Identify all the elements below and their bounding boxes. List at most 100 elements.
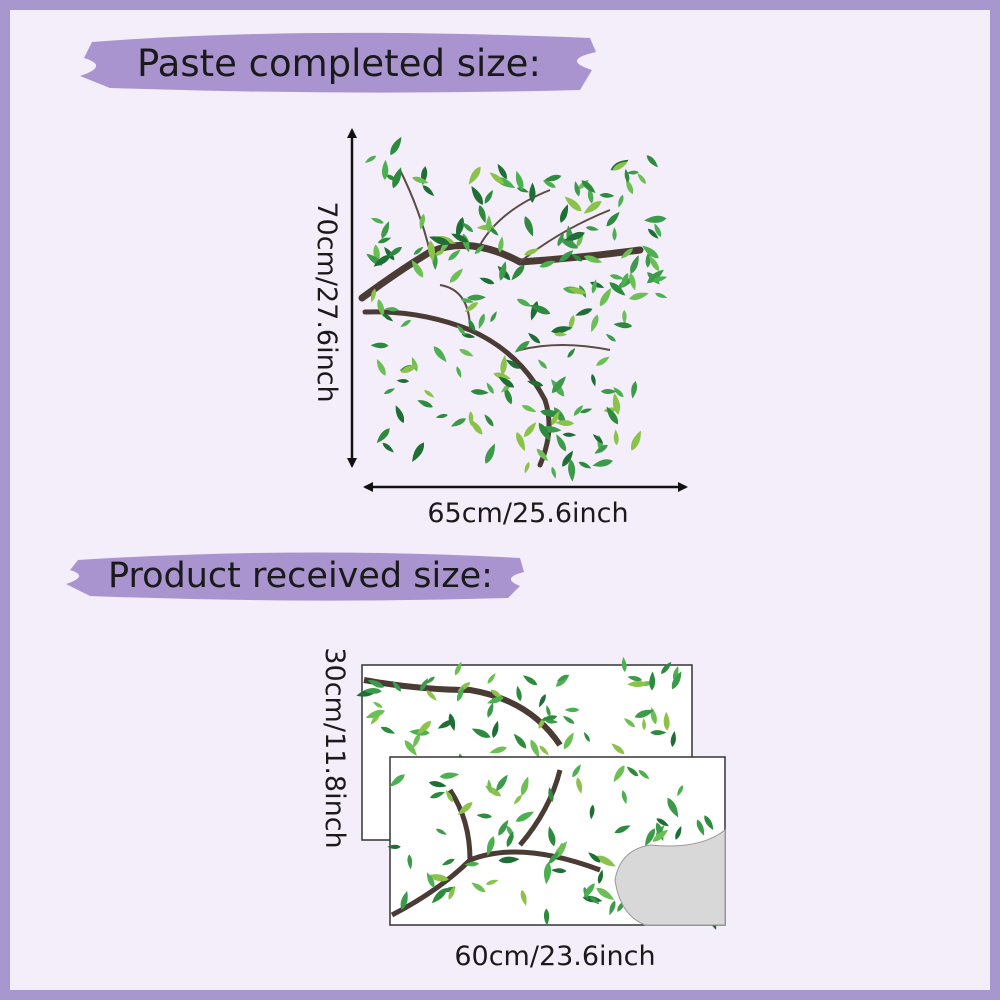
leaf [407,854,413,870]
width-label: 60cm/23.6inch [454,941,655,972]
leaf [647,269,664,284]
leaf [661,661,672,674]
leaf [612,161,628,171]
leaf [389,774,405,787]
leaf [629,272,636,291]
leaf [492,720,499,738]
leaf [516,432,525,452]
leaf [592,434,603,444]
leaf [652,829,669,842]
leaf [609,900,616,916]
leaf [556,674,569,682]
leaf [587,187,594,204]
leaf [562,715,575,724]
leaf [396,379,410,383]
leaf [487,702,494,718]
leaf [476,813,492,819]
leaf [464,861,480,867]
leaf [556,434,567,452]
leaf [571,253,583,262]
leaf [580,408,593,414]
leaf [461,222,474,233]
leaf [546,705,551,717]
leaf [419,213,426,230]
leaf [600,389,617,395]
leaf [522,675,538,686]
leaf [548,826,556,847]
leaf [596,855,616,867]
leaf [663,711,670,731]
leaf [464,302,479,313]
leaf [425,676,435,685]
leaf [568,287,586,295]
leaf [426,872,435,888]
leaf [373,255,391,267]
leaf [484,190,493,204]
leaf [613,322,633,329]
leaf [631,381,638,399]
leaf [548,851,560,864]
leaf [614,825,631,834]
brush-stroke [80,32,596,93]
leaf [400,319,411,328]
leaf [471,882,486,893]
leaf [637,173,646,184]
leaf [474,244,485,254]
leaf [563,732,574,750]
brush-stroke [66,552,524,601]
leaf [484,414,494,427]
leaf [626,178,634,195]
leaf [634,709,654,718]
leaf [551,868,567,874]
leaf [498,236,504,253]
leaf [446,790,453,803]
leaf [623,718,635,728]
leaf [404,740,417,756]
leaf [471,185,483,205]
leaf [400,364,419,373]
leaf [551,410,560,426]
leaf [451,233,469,243]
leaf [385,307,399,312]
leaf [584,731,590,742]
leaf [605,333,616,342]
leaf [646,155,658,168]
leaf [557,232,564,247]
leaf [620,248,633,259]
leaf [649,671,656,691]
leaf [427,874,449,882]
leaf [376,428,390,444]
leaf [520,889,527,906]
leaf [576,777,583,794]
leaf [539,694,546,708]
leaf [392,167,402,189]
leaf [654,223,662,237]
leaf [459,348,474,357]
leaf [591,373,596,387]
leaf [638,770,650,780]
leaf [564,231,585,241]
leaf [413,246,424,255]
leaf [486,382,494,394]
leaf [448,713,456,731]
leaf [644,215,667,223]
leaf [516,685,522,702]
leaf [599,287,612,307]
leaf [460,298,474,303]
leaf [515,811,534,822]
leaf [392,680,402,692]
leaf [581,180,596,194]
leaf [583,201,602,214]
leaf [468,166,481,185]
leaf [370,288,376,303]
leaf [431,888,447,904]
leaf [642,718,646,731]
leaf [530,739,540,758]
leaf [413,733,421,749]
leaf [486,836,495,856]
width-label: 65cm/25.6inch [427,498,628,529]
leaf [631,430,641,451]
leaf [621,273,629,289]
leaf [498,819,509,836]
leaf [468,319,476,333]
